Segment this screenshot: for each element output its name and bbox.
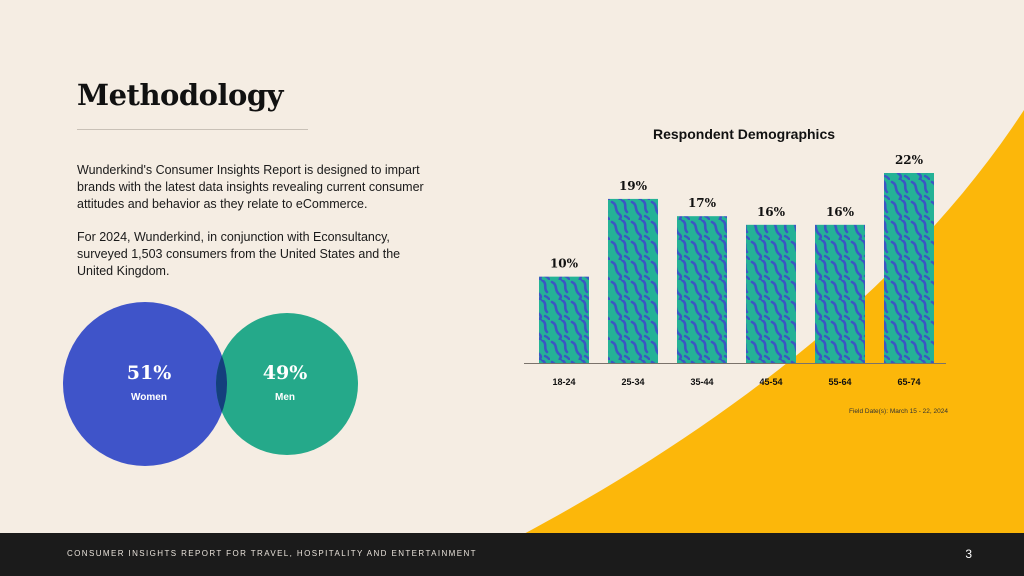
women-percent: 51% (127, 362, 172, 384)
men-circle (216, 313, 358, 455)
value-label-25-34: 19% (619, 179, 648, 193)
category-label-25-34: 25-34 (621, 377, 644, 387)
men-label: Men (275, 392, 295, 403)
category-label-55-64: 55-64 (828, 377, 851, 387)
footer-report-title: CONSUMER INSIGHTS REPORT FOR TRAVEL, HOS… (67, 549, 477, 558)
intro-paragraph: Wunderkind's Consumer Insights Report is… (77, 163, 424, 211)
footer-bar: CONSUMER INSIGHTS REPORT FOR TRAVEL, HOS… (0, 533, 1024, 576)
survey-paragraph: For 2024, Wunderkind, in conjunction wit… (77, 230, 401, 278)
bar-25-34 (608, 198, 658, 363)
bars-group: 10% 18-24 19% 25-34 17% 35-44 16% 45-54 16% 55-64… (539, 153, 934, 387)
bar-18-24 (539, 276, 589, 363)
category-label-35-44: 35-44 (690, 377, 713, 387)
category-label-18-24: 18-24 (552, 377, 575, 387)
title-divider (77, 129, 308, 130)
gender-venn-diagram: 51% Women 49% Men (63, 302, 358, 466)
women-label: Women (131, 392, 167, 403)
value-label-65-74: 22% (895, 153, 924, 167)
bar-65-74 (884, 173, 934, 363)
category-label-45-54: 45-54 (759, 377, 782, 387)
bar-55-64 (815, 224, 865, 363)
field-date-note: Field Date(s): March 15 - 22, 2024 (849, 408, 948, 415)
respondent-demographics-chart: Respondent Demographics 10% 18-24 19% 25-34… (524, 126, 948, 415)
page-title: Methodology (77, 78, 283, 112)
page-number: 3 (965, 547, 972, 561)
men-percent: 49% (263, 362, 308, 384)
women-circle (63, 302, 227, 466)
value-label-18-24: 10% (550, 257, 579, 271)
value-label-35-44: 17% (688, 196, 717, 210)
category-label-65-74: 65-74 (897, 377, 920, 387)
value-label-45-54: 16% (757, 205, 786, 219)
bar-35-44 (677, 216, 727, 363)
chart-title: Respondent Demographics (653, 126, 835, 142)
value-label-55-64: 16% (826, 205, 855, 219)
bar-45-54 (746, 224, 796, 363)
